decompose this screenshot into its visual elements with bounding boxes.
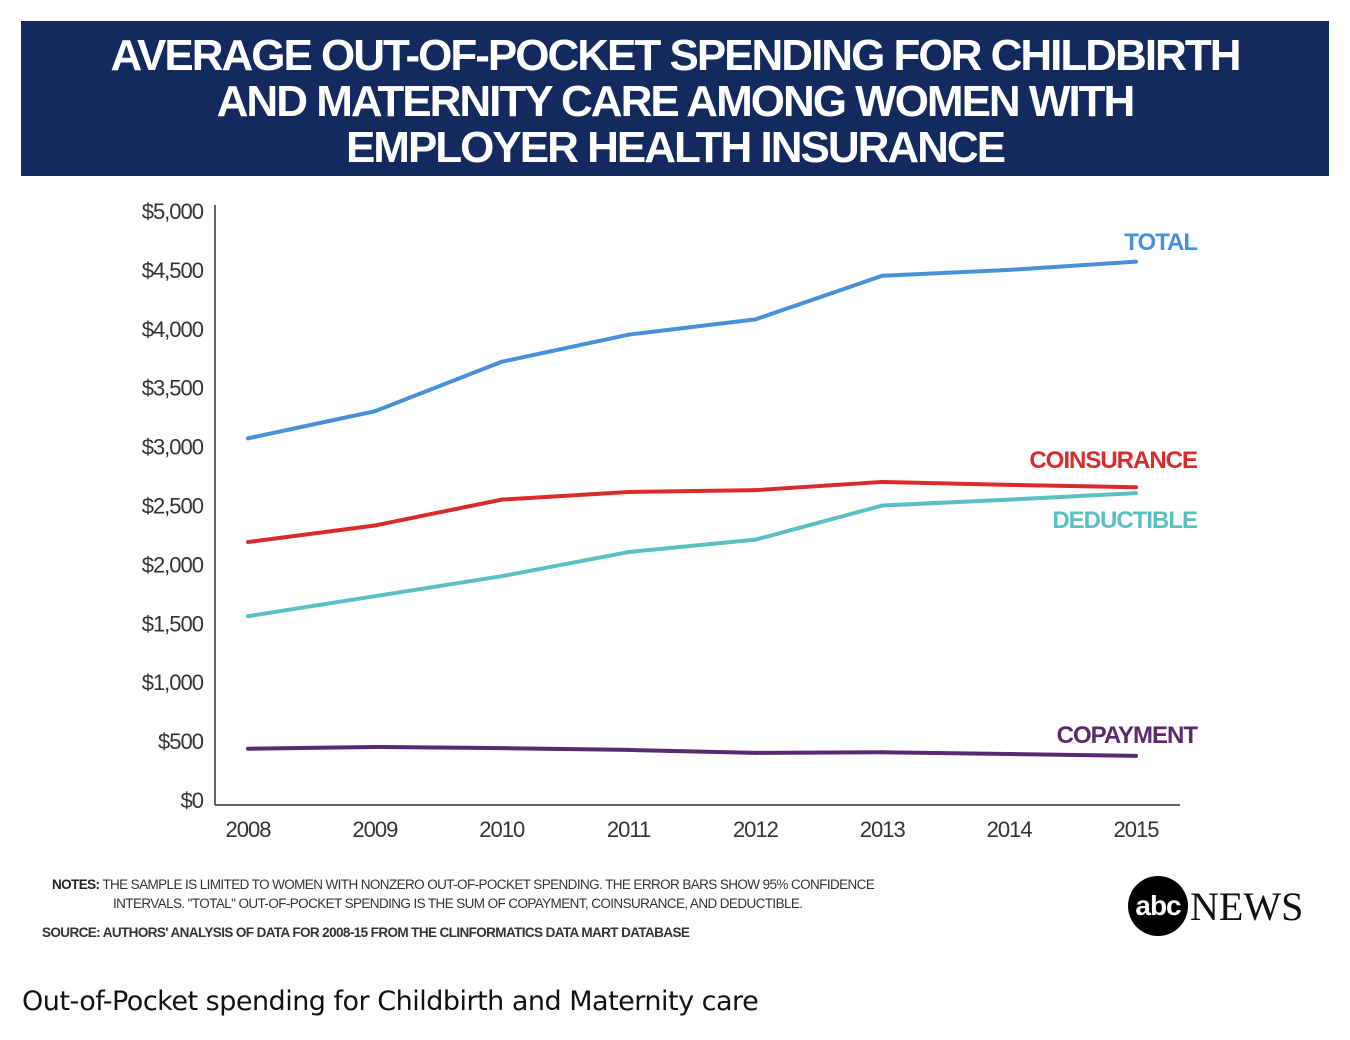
source-label: SOURCE: bbox=[42, 925, 101, 940]
data-point-copayment bbox=[499, 746, 504, 751]
y-tick-label: $4,000 bbox=[142, 317, 204, 342]
notes-label: NOTES: bbox=[52, 877, 100, 892]
data-point-total bbox=[246, 436, 250, 441]
y-tick-label: $1,500 bbox=[142, 611, 204, 636]
source-line: SOURCE: AUTHORS' ANALYSIS OF DATA FOR 20… bbox=[42, 925, 690, 940]
title-line: EMPLOYER HEALTH INSURANCE bbox=[345, 123, 1006, 172]
y-tick-label: $0 bbox=[181, 788, 204, 813]
y-tick-label: $500 bbox=[158, 729, 204, 754]
data-point-copayment bbox=[1007, 752, 1012, 757]
data-point-copayment bbox=[372, 744, 377, 749]
data-point-coinsurance bbox=[880, 479, 885, 484]
source-text: AUTHORS' ANALYSIS OF DATA FOR 2008-15 FR… bbox=[102, 925, 690, 940]
data-point-total bbox=[626, 332, 631, 337]
data-point-total bbox=[1007, 267, 1012, 272]
data-point-deductible bbox=[1007, 497, 1012, 502]
data-point-deductible bbox=[246, 614, 250, 619]
x-tick-label: 2008 bbox=[226, 817, 272, 842]
data-point-deductible bbox=[753, 537, 758, 542]
image-caption: Out-of-Pocket spending for Childbirth an… bbox=[22, 986, 759, 1017]
data-point-coinsurance bbox=[372, 523, 377, 528]
x-tick-label: 2010 bbox=[479, 817, 525, 842]
data-point-coinsurance bbox=[499, 497, 504, 502]
series-label-copayment: COPAYMENT bbox=[1057, 722, 1199, 749]
y-tick-label: $3,500 bbox=[142, 376, 204, 401]
data-point-copayment bbox=[1134, 753, 1138, 758]
y-tick-label: $2,500 bbox=[142, 494, 204, 519]
y-tick-label: $2,000 bbox=[142, 552, 204, 577]
data-point-coinsurance bbox=[626, 489, 631, 494]
y-tick-label: $1,000 bbox=[142, 670, 204, 695]
series-label-total: TOTAL bbox=[1124, 229, 1197, 256]
data-point-total bbox=[753, 317, 758, 322]
series-label-deductible: DEDUCTIBLE bbox=[1052, 507, 1198, 534]
series-line-copayment bbox=[247, 744, 1137, 758]
notes-line-2: INTERVALS. "TOTAL" OUT-OF-POCKET SPENDIN… bbox=[113, 896, 803, 911]
x-tick-label: 2009 bbox=[352, 817, 398, 842]
y-tick-label: $5,000 bbox=[142, 199, 204, 224]
x-tick-label: 2015 bbox=[1114, 817, 1160, 842]
data-point-total bbox=[880, 273, 885, 278]
x-tick-label: 2014 bbox=[987, 817, 1033, 842]
data-point-coinsurance bbox=[1007, 482, 1012, 487]
data-point-copayment bbox=[246, 746, 250, 751]
data-point-deductible bbox=[499, 574, 504, 579]
data-point-total bbox=[372, 409, 377, 414]
series-label-coinsurance: COINSURANCE bbox=[1029, 447, 1198, 474]
y-tick-label: $3,000 bbox=[142, 435, 204, 460]
data-point-total bbox=[1134, 259, 1138, 264]
chart-title: AVERAGE OUT-OF-POCKET SPENDING FOR CHILD… bbox=[21, 21, 1329, 176]
data-point-copayment bbox=[626, 747, 631, 752]
data-point-coinsurance bbox=[753, 488, 758, 493]
title-line: AND MATERNITY CARE AMONG WOMEN WITH bbox=[216, 77, 1136, 126]
data-point-total bbox=[499, 359, 504, 364]
data-point-copayment bbox=[753, 750, 758, 755]
x-tick-label: 2011 bbox=[607, 817, 651, 842]
abc-news-logo: abc NEWS bbox=[1128, 876, 1303, 936]
notes-line-1: NOTES: THE SAMPLE IS LIMITED TO WOMEN WI… bbox=[52, 877, 875, 892]
data-point-deductible bbox=[880, 503, 885, 508]
data-point-deductible bbox=[626, 550, 631, 555]
data-point-coinsurance bbox=[1134, 485, 1138, 490]
data-point-deductible bbox=[1134, 491, 1138, 496]
data-point-copayment bbox=[880, 750, 885, 755]
series-line-deductible bbox=[247, 491, 1137, 619]
notes-text: THE SAMPLE IS LIMITED TO WOMEN WITH NONZ… bbox=[102, 877, 875, 892]
data-point-deductible bbox=[372, 594, 377, 599]
data-point-coinsurance bbox=[246, 540, 250, 545]
news-wordmark: NEWS bbox=[1190, 883, 1304, 929]
y-tick-label: $4,500 bbox=[142, 258, 204, 283]
title-line: AVERAGE OUT-OF-POCKET SPENDING FOR CHILD… bbox=[110, 31, 1242, 80]
x-tick-label: 2013 bbox=[860, 817, 906, 842]
series-line-total bbox=[247, 259, 1137, 441]
x-tick-label: 2012 bbox=[733, 817, 779, 842]
series-line-coinsurance bbox=[247, 479, 1137, 545]
abc-logo-circle: abc bbox=[1128, 876, 1188, 936]
